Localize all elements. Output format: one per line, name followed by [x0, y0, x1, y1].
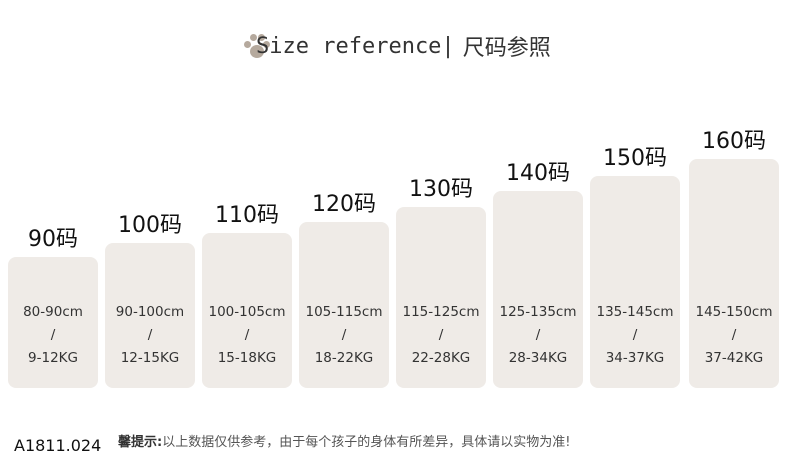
height-range: 145-150cm	[695, 304, 773, 320]
size-card	[299, 222, 389, 388]
size-info: 100-105cm / 15-18KG	[202, 301, 292, 370]
weight-range: 18-22KG	[314, 350, 374, 366]
size-card	[590, 176, 680, 388]
notice-text: 以上数据仅供参考，由于每个孩子的身体有所差异，具体请以实物为准!	[162, 435, 571, 450]
size-info: 90-100cm / 12-15KG	[105, 301, 195, 370]
size-card	[689, 159, 779, 388]
size-label: 110码	[215, 203, 279, 228]
separator: /	[244, 327, 250, 343]
product-code: A1811.024	[14, 436, 102, 455]
size-info: 105-115cm / 18-22KG	[299, 301, 389, 370]
height-range: 115-125cm	[402, 304, 480, 320]
size-label: 130码	[409, 177, 473, 202]
weight-range: 34-37KG	[605, 350, 665, 366]
separator: /	[147, 327, 153, 343]
height-range: 90-100cm	[115, 304, 185, 320]
size-card	[8, 257, 98, 388]
size-label: 100码	[118, 213, 182, 238]
weight-range: 22-28KG	[411, 350, 471, 366]
size-card	[396, 207, 486, 388]
weight-range: 12-15KG	[120, 350, 180, 366]
separator: /	[731, 327, 737, 343]
notice: 馨提示:以上数据仅供参考，由于每个孩子的身体有所差异，具体请以实物为准!	[118, 431, 570, 450]
page-title: Size reference| 尺码参照	[244, 30, 551, 62]
size-card	[105, 243, 195, 388]
height-range: 100-105cm	[208, 304, 286, 320]
size-label: 90码	[28, 227, 78, 252]
weight-range: 28-34KG	[508, 350, 568, 366]
paw-icon	[244, 33, 270, 59]
size-info: 135-145cm / 34-37KG	[590, 301, 680, 370]
height-range: 135-145cm	[596, 304, 674, 320]
size-info: 145-150cm / 37-42KG	[689, 301, 779, 370]
separator: /	[438, 327, 444, 343]
size-info: 115-125cm / 22-28KG	[396, 301, 486, 370]
weight-range: 9-12KG	[28, 350, 78, 366]
height-range: 125-135cm	[499, 304, 577, 320]
height-range: 80-90cm	[23, 304, 83, 320]
size-label: 140码	[506, 161, 570, 186]
size-info: 80-90cm / 9-12KG	[8, 301, 98, 370]
separator: /	[632, 327, 638, 343]
separator: /	[535, 327, 541, 343]
title-english: Size reference|	[256, 33, 455, 59]
size-card	[493, 191, 583, 388]
weight-range: 37-42KG	[704, 350, 764, 366]
separator: /	[50, 327, 56, 343]
size-card	[202, 233, 292, 388]
size-label: 120码	[312, 192, 376, 217]
size-label: 160码	[702, 129, 766, 154]
size-label: 150码	[603, 146, 667, 171]
height-range: 105-115cm	[305, 304, 383, 320]
size-info: 125-135cm / 28-34KG	[493, 301, 583, 370]
title-chinese: 尺码参照	[462, 36, 551, 61]
separator: /	[341, 327, 347, 343]
notice-label: 馨提示:	[118, 435, 163, 450]
weight-range: 15-18KG	[217, 350, 277, 366]
